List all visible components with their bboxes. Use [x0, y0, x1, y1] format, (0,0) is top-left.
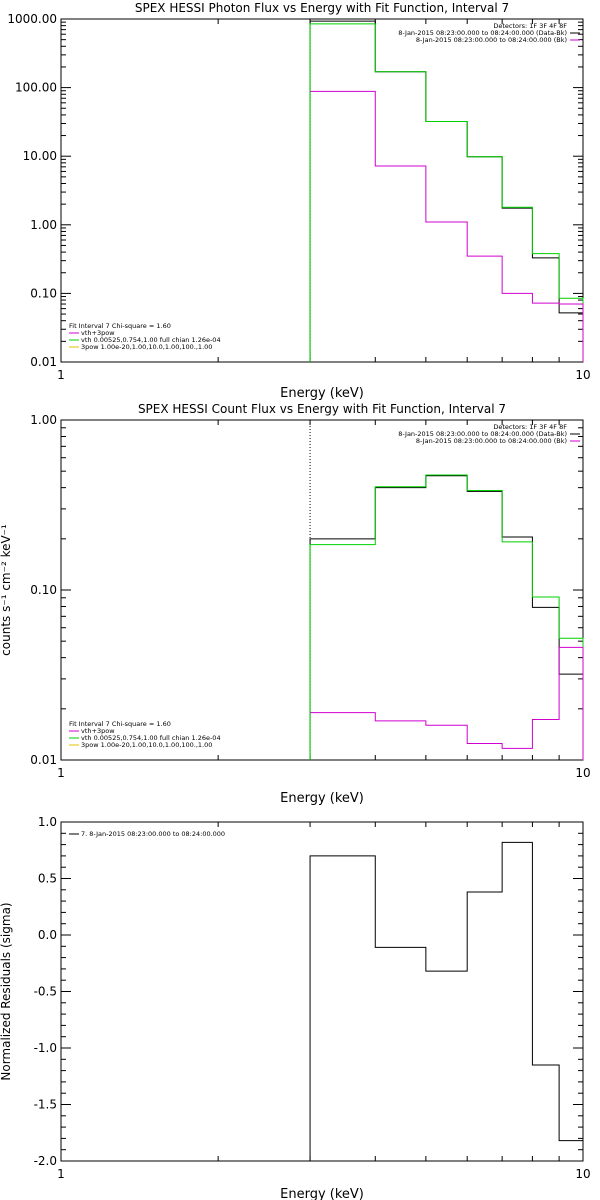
y-tick-label: -1.0	[34, 1041, 57, 1055]
y-tick-label: 0.0	[38, 928, 57, 942]
y-tick-label: 1000.00	[7, 12, 57, 26]
legend-right-entry: 8-Jan-2015 08:23:00.000 to 08:24:00.000 …	[398, 430, 567, 438]
series-3-step-line	[310, 90, 584, 362]
x-axis-label: Energy (keV)	[280, 1187, 364, 1200]
y-tick-label: 1.00	[30, 413, 57, 427]
y-tick-label: 1.00	[30, 218, 57, 232]
legend-right-entry: 8-Jan-2015 08:23:00.000 to 08:24:00.000 …	[398, 29, 567, 37]
legend-left-entry: vth 0.00525,0.754,1.00 full chian 1.26e-…	[81, 734, 221, 742]
legend-right-entry: Detectors: 1F 3F 4F 8F	[493, 423, 567, 431]
legend-right-entry: 8-Jan-2015 08:23:00.000 to 08:24:00.000 …	[416, 36, 567, 44]
x-tick-label: 1	[57, 1167, 65, 1181]
legend-right-entry: Detectors: 1F 3F 4F 8F	[493, 22, 567, 30]
y-axis-label: counts s⁻¹ cm⁻² keV⁻¹	[0, 524, 13, 656]
y-tick-label: 1.0	[38, 815, 57, 829]
chart-panel-1: SPEX HESSI Photon Flux vs Energy with Fi…	[7, 1, 590, 401]
y-tick-label: -2.0	[34, 1154, 57, 1168]
plot-frame	[60, 821, 584, 1162]
y-tick-label: -1.5	[34, 1098, 57, 1112]
series-1-step-line	[309, 20, 584, 362]
plot-frame	[60, 419, 584, 761]
legend-left-entry: vth+3pow	[81, 329, 115, 337]
y-tick-label: 10.00	[23, 149, 57, 163]
chart-panel-2: SPEX HESSI Count Flux vs Energy with Fit…	[0, 402, 591, 806]
y-tick-label: 0.10	[30, 583, 57, 597]
y-tick-label: 100.00	[15, 81, 57, 95]
y-tick-label: 0.01	[30, 355, 57, 369]
y-tick-label: 0.01	[30, 753, 57, 767]
y-tick-label: 0.10	[30, 286, 57, 300]
x-axis-label: Energy (keV)	[280, 386, 364, 401]
y-tick-label: -0.5	[34, 985, 57, 999]
y-axis-label: Normalized Residuals (sigma)	[0, 902, 13, 1080]
legend-left-entry: 3pow 1.00e-20,1.00,10.0,1.00,100.,1.00	[81, 741, 212, 749]
legend-left-entry: vth+3pow	[81, 727, 115, 735]
x-tick-label: 10	[575, 368, 590, 382]
series-2-step-line	[309, 474, 584, 760]
x-tick-label: 10	[575, 1167, 590, 1181]
legend-left-entry: 7. 8-Jan-2015 08:23:00.000 to 08:24:00.0…	[81, 830, 225, 838]
x-axis-label: Energy (keV)	[280, 791, 364, 806]
y-tick-label: 0.5	[38, 872, 57, 886]
series-2-step-line	[309, 23, 584, 362]
series-1-step-line	[309, 841, 584, 1161]
legend-left-entry: vth 0.00525,0.754,1.00 full chian 1.26e-…	[81, 336, 221, 344]
series-1-step-line	[309, 475, 584, 760]
legend-left-entry: Fit Interval 7 Chi-square = 1.60	[69, 720, 171, 728]
x-tick-label: 10	[575, 766, 590, 780]
chart-title: SPEX HESSI Count Flux vs Energy with Fit…	[138, 402, 506, 416]
plot-frame	[60, 18, 584, 363]
x-tick-label: 1	[57, 766, 65, 780]
legend-right-entry: 8-Jan-2015 08:23:00.000 to 08:24:00.000 …	[416, 437, 567, 445]
chart-panel-3: 1 10 1.0 0.5 0.0 -0.5 -1.0 -1.5 -2.0 Energy (keV)…	[0, 815, 591, 1200]
legend-left-entry: Fit Interval 7 Chi-square = 1.60	[69, 322, 171, 330]
series-3-step-line	[310, 646, 584, 760]
legend-left-entry: 3pow 1.00e-20,1.00,10.0,1.00,100.,1.00	[81, 343, 212, 351]
chart-title: SPEX HESSI Photon Flux vs Energy with Fi…	[135, 1, 509, 15]
x-tick-label: 1	[57, 368, 65, 382]
